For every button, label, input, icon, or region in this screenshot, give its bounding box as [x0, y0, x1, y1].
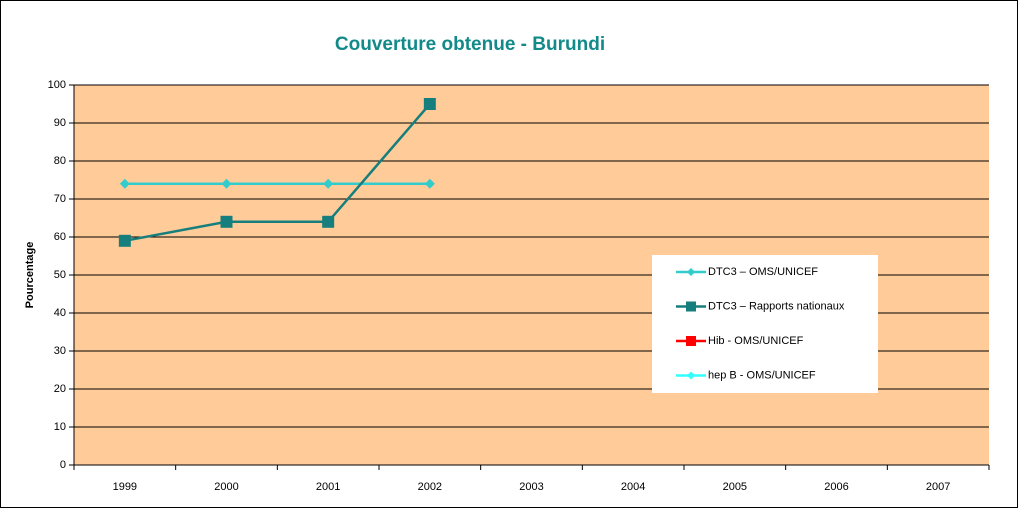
x-tick-label: 2007 [926, 481, 950, 493]
legend-label: Hib - OMS/UNICEF [708, 335, 804, 347]
legend-label: DTC3 – Rapports nationaux [708, 300, 845, 312]
y-tick-label: 30 [54, 345, 66, 357]
x-tick-label: 2005 [723, 481, 747, 493]
y-tick-label: 0 [60, 459, 66, 471]
y-tick-label: 100 [48, 79, 66, 91]
legend-marker [686, 301, 696, 312]
x-tick-label: 2003 [519, 481, 543, 493]
data-point [220, 215, 233, 228]
y-tick-label: 90 [54, 117, 66, 129]
y-tick-label: 70 [54, 193, 66, 205]
y-tick-label: 60 [54, 231, 66, 243]
data-point [118, 234, 131, 247]
data-point [322, 215, 335, 228]
data-point [119, 178, 130, 189]
data-point [221, 178, 232, 189]
legend-marker [687, 371, 695, 380]
legend-label: DTC3 – OMS/UNICEF [708, 266, 818, 278]
data-point [423, 98, 436, 110]
x-tick-label: 2000 [214, 481, 238, 493]
legend-marker [687, 268, 695, 276]
y-tick-label: 80 [54, 155, 66, 167]
x-tick-label: 2002 [418, 481, 442, 493]
x-tick-label: 2004 [621, 481, 645, 493]
x-tick-label: 2006 [824, 481, 848, 493]
y-tick-label: 10 [54, 421, 66, 433]
data-point [424, 178, 435, 189]
y-tick-label: 50 [54, 269, 66, 281]
y-tick-label: 20 [54, 383, 66, 395]
x-tick-label: 2001 [316, 481, 340, 493]
x-tick-label: 1999 [113, 481, 137, 493]
legend-label: hep B - OMS/UNICEF [708, 369, 816, 381]
data-point [323, 178, 334, 189]
legend-marker [686, 336, 696, 346]
series-line [124, 103, 431, 243]
y-tick-label: 40 [54, 307, 66, 319]
legend-box [652, 255, 878, 393]
y-axis-label: Pourcentage [24, 242, 36, 309]
chart-title: Couverture obtenue - Burundi [335, 34, 605, 55]
